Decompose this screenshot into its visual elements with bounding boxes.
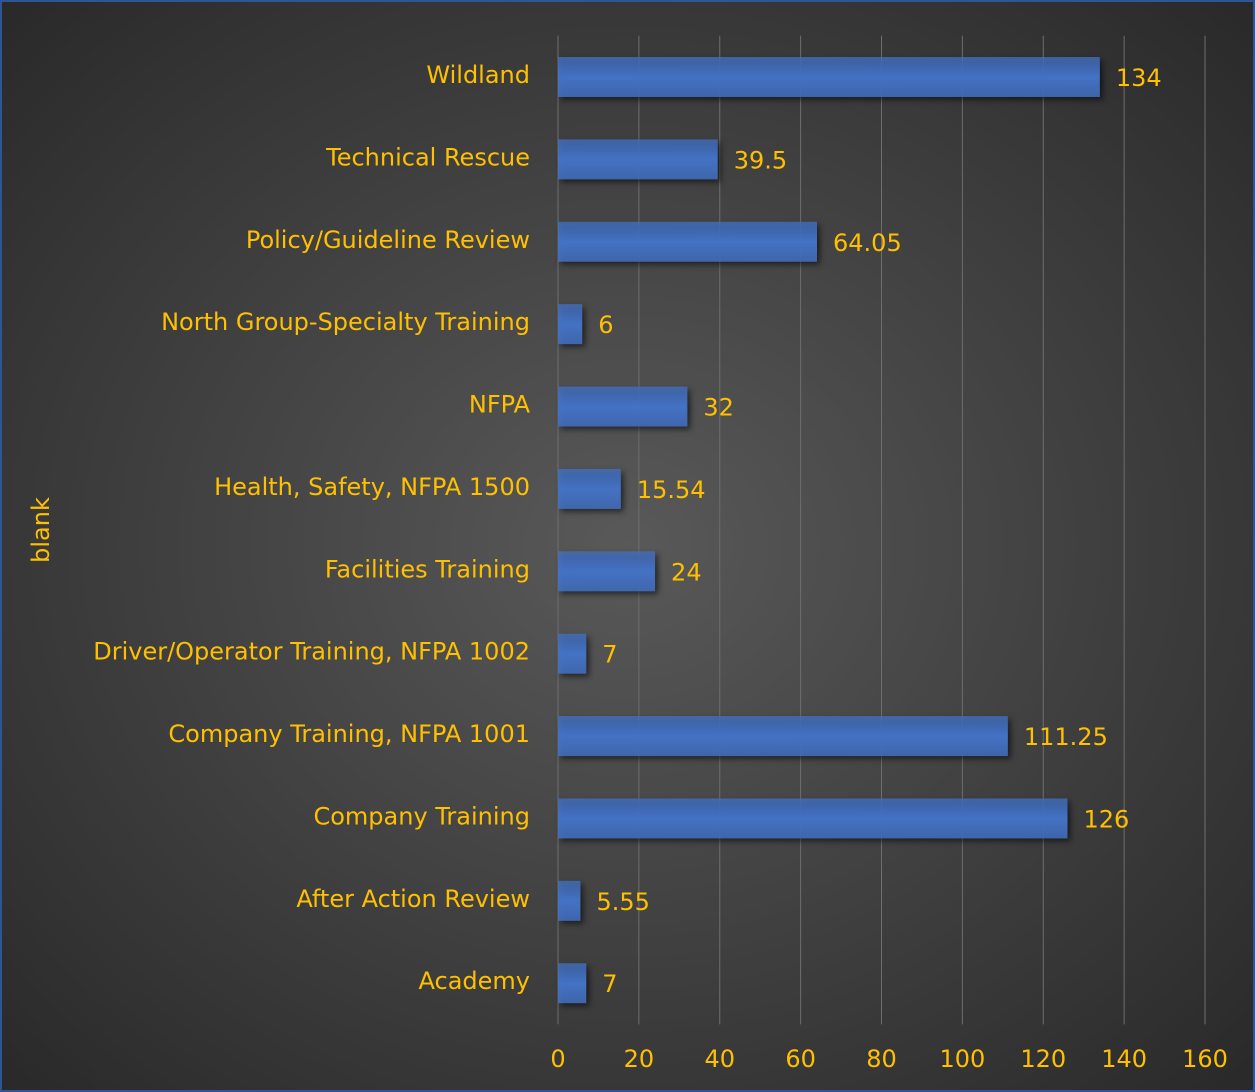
x-tick-label: 120 — [1020, 1045, 1066, 1073]
y-tick-label: NFPA — [469, 391, 531, 419]
y-tick-label: Company Training, NFPA 1001 — [168, 720, 530, 748]
bar — [558, 551, 656, 592]
data-label: 39.5 — [734, 146, 787, 174]
y-tick-label: Driver/Operator Training, NFPA 1002 — [93, 638, 530, 666]
data-label: 126 — [1084, 805, 1130, 833]
bar — [558, 633, 587, 674]
y-tick-label: Policy/Guideline Review — [246, 226, 530, 254]
bar — [558, 56, 1100, 97]
x-tick-label: 60 — [785, 1045, 816, 1073]
y-tick-label: North Group-Specialty Training — [161, 308, 530, 336]
bar — [558, 139, 718, 180]
data-label: 134 — [1116, 64, 1162, 92]
y-tick-label: Academy — [419, 967, 530, 995]
data-label: 24 — [671, 558, 702, 586]
x-tick-label: 140 — [1101, 1045, 1147, 1073]
bar — [558, 880, 581, 921]
data-label: 5.55 — [596, 888, 649, 916]
bar — [558, 716, 1008, 757]
data-label: 32 — [703, 394, 734, 422]
y-tick-label: Health, Safety, NFPA 1500 — [214, 473, 530, 501]
y-axis-label: blank — [27, 497, 55, 563]
x-tick-label: 80 — [866, 1045, 897, 1073]
x-tick-label: 0 — [550, 1045, 565, 1073]
bar — [558, 468, 621, 509]
data-label: 111.25 — [1024, 723, 1108, 751]
bar — [558, 963, 587, 1004]
y-tick-label: Company Training — [313, 802, 530, 830]
x-tick-label: 160 — [1182, 1045, 1228, 1073]
data-label: 64.05 — [833, 229, 902, 257]
x-tick-label: 20 — [624, 1045, 655, 1073]
y-tick-label: Facilities Training — [325, 555, 530, 583]
data-label: 15.54 — [637, 476, 706, 504]
bar — [558, 221, 818, 262]
y-tick-label: Technical Rescue — [325, 143, 530, 171]
y-tick-label: After Action Review — [296, 885, 530, 913]
x-tick-label: 40 — [704, 1045, 735, 1073]
bar — [558, 304, 583, 345]
data-label: 7 — [602, 641, 617, 669]
y-tick-label: Wildland — [426, 61, 530, 89]
x-tick-label: 100 — [939, 1045, 985, 1073]
bar — [558, 386, 688, 427]
bar — [558, 798, 1068, 839]
data-label: 6 — [598, 311, 613, 339]
data-label: 7 — [602, 970, 617, 998]
